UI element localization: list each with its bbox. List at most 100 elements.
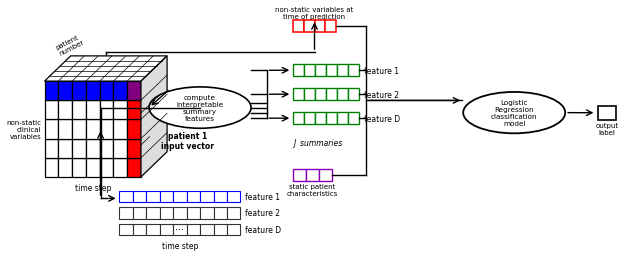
Text: Logistic
Regression
classification
model: Logistic Regression classification model [491,100,538,127]
Bar [227,191,241,202]
Text: feature 2: feature 2 [364,90,399,99]
Bar [173,224,187,235]
Bar [326,65,337,77]
Bar [119,191,132,202]
Bar [58,158,72,177]
Bar [100,120,113,139]
Text: compute
interpretable
summary
features: compute interpretable summary features [177,95,224,122]
Bar [173,191,187,202]
Bar [45,158,58,177]
Bar [319,169,332,181]
Bar [127,101,141,120]
Bar [348,113,358,124]
Bar [337,89,348,101]
Text: ...: ... [175,221,184,231]
Bar [100,139,113,158]
Circle shape [149,88,251,129]
Bar [72,139,86,158]
Text: time step: time step [162,241,198,249]
Text: feature 1: feature 1 [246,192,280,201]
Text: feature D: feature D [364,114,400,123]
Bar [127,139,141,158]
Text: non-static variables at
time of prediction: non-static variables at time of predicti… [275,7,354,20]
Bar [100,101,113,120]
Bar [187,207,200,219]
Bar [214,191,227,202]
Bar [304,113,315,124]
Text: patient 1
input vector: patient 1 input vector [161,131,214,151]
Bar [132,207,146,219]
Bar [227,224,241,235]
Bar [86,158,100,177]
Text: time step: time step [75,184,111,193]
Text: feature D: feature D [246,225,282,234]
Bar [127,82,141,101]
Bar [100,158,113,177]
Bar [132,224,146,235]
Bar [314,21,325,33]
Bar [72,158,86,177]
Bar [45,101,58,120]
Bar [293,113,304,124]
Bar [326,113,337,124]
Bar [304,89,315,101]
Bar [306,169,319,181]
Bar [326,89,337,101]
Bar [72,101,86,120]
Bar [113,82,127,101]
Bar [58,139,72,158]
Bar [58,82,72,101]
Bar [45,139,58,158]
Bar [304,21,314,33]
Bar [86,139,100,158]
Bar [146,191,159,202]
Bar [159,207,173,219]
Bar [293,21,304,33]
Circle shape [463,92,565,134]
Bar [315,89,326,101]
Bar [132,191,146,202]
Bar [86,120,100,139]
Bar [58,101,72,120]
Bar [187,224,200,235]
Bar [72,82,86,101]
Bar [598,106,616,120]
Bar [45,82,58,101]
Bar [159,224,173,235]
Text: non-static
clinical
variables: non-static clinical variables [6,120,42,139]
Polygon shape [141,57,167,177]
Bar [146,224,159,235]
Bar [337,65,348,77]
Bar [315,113,326,124]
Text: J  summaries: J summaries [293,138,342,147]
Bar [293,89,304,101]
Bar [315,65,326,77]
Bar [58,120,72,139]
Bar [159,191,173,202]
Bar [45,120,58,139]
Bar [100,82,113,101]
Bar [146,207,159,219]
Bar [113,101,127,120]
Bar [200,224,214,235]
Text: output
label: output label [595,123,618,136]
Bar [113,120,127,139]
Bar [200,191,214,202]
Bar [214,207,227,219]
Bar [337,113,348,124]
Text: feature 1: feature 1 [364,67,399,75]
Bar [293,65,304,77]
Bar [86,82,100,101]
Bar [119,224,132,235]
Bar [293,169,306,181]
Bar [187,191,200,202]
Bar [348,65,358,77]
Text: static patient
characteristics: static patient characteristics [287,184,339,197]
Polygon shape [45,57,167,82]
Bar [200,207,214,219]
Bar [127,158,141,177]
Bar [173,207,187,219]
Bar [86,101,100,120]
Bar [227,207,241,219]
Bar [214,224,227,235]
